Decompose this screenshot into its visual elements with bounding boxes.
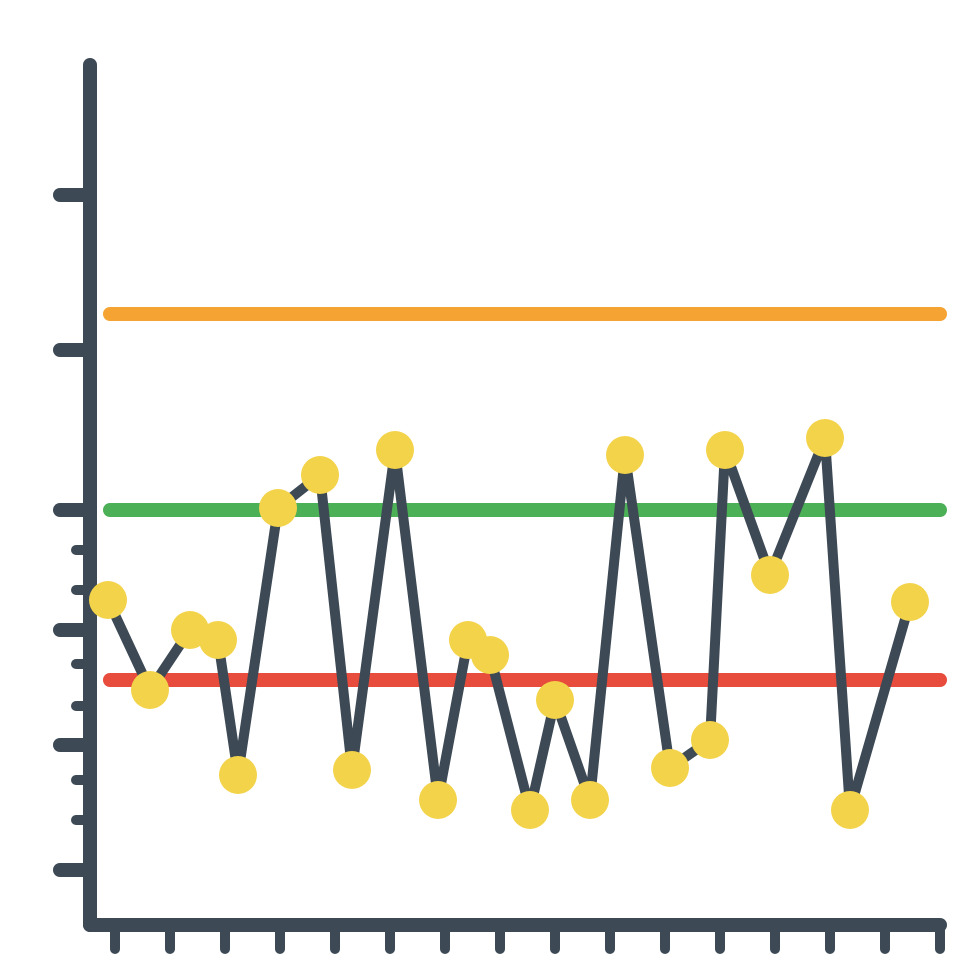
data-point — [691, 721, 729, 759]
data-point — [706, 431, 744, 469]
data-point — [89, 581, 127, 619]
data-point — [333, 751, 371, 789]
data-point — [651, 749, 689, 787]
data-point — [259, 489, 297, 527]
control-chart — [0, 0, 980, 980]
data-point — [471, 636, 509, 674]
data-point — [606, 436, 644, 474]
data-point — [511, 791, 549, 829]
data-point — [751, 556, 789, 594]
data-point — [376, 431, 414, 469]
data-point — [891, 583, 929, 621]
data-point — [131, 671, 169, 709]
data-point — [536, 681, 574, 719]
data-point — [301, 456, 339, 494]
data-point — [806, 419, 844, 457]
data-point — [219, 756, 257, 794]
data-point — [571, 781, 609, 819]
data-point — [199, 621, 237, 659]
data-point — [831, 791, 869, 829]
data-point — [419, 781, 457, 819]
